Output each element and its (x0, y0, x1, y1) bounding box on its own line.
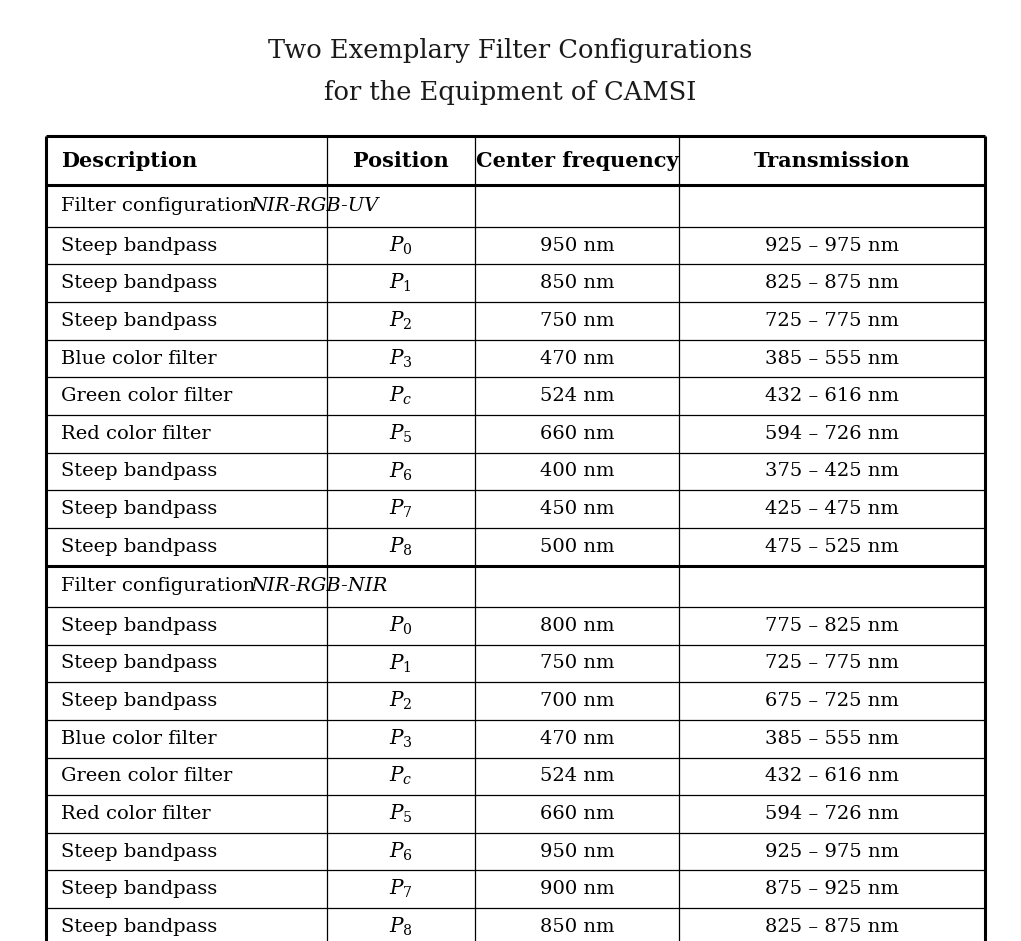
Text: $P_0$: $P_0$ (389, 614, 412, 637)
Text: Position: Position (353, 151, 448, 171)
Text: $P_8$: $P_8$ (389, 916, 412, 938)
Text: 500 nm: 500 nm (540, 537, 614, 556)
Text: Steep bandpass: Steep bandpass (61, 880, 217, 899)
Text: $P_6$: $P_6$ (389, 840, 412, 863)
Text: 825 – 875 nm: 825 – 875 nm (765, 917, 900, 936)
Text: 925 – 975 nm: 925 – 975 nm (765, 236, 900, 255)
Text: 375 – 425 nm: 375 – 425 nm (765, 462, 900, 481)
Text: Steep bandpass: Steep bandpass (61, 462, 217, 481)
Text: 825 – 875 nm: 825 – 875 nm (765, 274, 900, 293)
Text: $P_8$: $P_8$ (389, 535, 412, 558)
Text: Filter configuration: Filter configuration (61, 197, 261, 215)
Text: Red color filter: Red color filter (61, 424, 211, 443)
Text: 594 – 726 nm: 594 – 726 nm (765, 805, 900, 823)
Text: $P_c$: $P_c$ (389, 765, 412, 788)
Text: Filter configuration: Filter configuration (61, 577, 261, 596)
Text: $P_1$: $P_1$ (389, 272, 412, 295)
Text: 675 – 725 nm: 675 – 725 nm (765, 692, 900, 710)
Text: 900 nm: 900 nm (539, 880, 615, 899)
Text: Center frequency: Center frequency (476, 151, 678, 171)
Text: 950 nm: 950 nm (539, 236, 615, 255)
Text: 725 – 775 nm: 725 – 775 nm (765, 311, 900, 330)
Text: 700 nm: 700 nm (540, 692, 614, 710)
Text: Green color filter: Green color filter (61, 387, 233, 406)
Text: $P_3$: $P_3$ (389, 727, 412, 750)
Text: 425 – 475 nm: 425 – 475 nm (765, 500, 900, 518)
Text: Steep bandpass: Steep bandpass (61, 616, 217, 635)
Text: Two Exemplary Filter Configurations: Two Exemplary Filter Configurations (269, 38, 752, 63)
Text: 850 nm: 850 nm (540, 274, 614, 293)
Text: 660 nm: 660 nm (540, 805, 614, 823)
Text: 875 – 925 nm: 875 – 925 nm (765, 880, 900, 899)
Text: $P_0$: $P_0$ (389, 234, 412, 257)
Text: 925 – 975 nm: 925 – 975 nm (765, 842, 900, 861)
Text: $P_5$: $P_5$ (389, 423, 412, 445)
Text: 950 nm: 950 nm (539, 842, 615, 861)
Text: 524 nm: 524 nm (540, 387, 614, 406)
Text: 800 nm: 800 nm (540, 616, 614, 635)
Text: 400 nm: 400 nm (540, 462, 614, 481)
Text: $P_c$: $P_c$ (389, 385, 412, 407)
Text: $P_2$: $P_2$ (389, 310, 412, 332)
Text: Steep bandpass: Steep bandpass (61, 500, 217, 518)
Text: for the Equipment of CAMSI: for the Equipment of CAMSI (325, 80, 696, 105)
Text: Blue color filter: Blue color filter (61, 349, 216, 368)
Text: 475 – 525 nm: 475 – 525 nm (765, 537, 900, 556)
Text: 470 nm: 470 nm (540, 729, 614, 748)
Text: Transmission: Transmission (753, 151, 911, 171)
Text: NIR-RGB-UV: NIR-RGB-UV (250, 197, 378, 215)
Text: Steep bandpass: Steep bandpass (61, 236, 217, 255)
Text: 850 nm: 850 nm (540, 917, 614, 936)
Text: Steep bandpass: Steep bandpass (61, 692, 217, 710)
Text: $P_2$: $P_2$ (389, 690, 412, 712)
Text: $P_7$: $P_7$ (389, 878, 412, 901)
Text: 725 – 775 nm: 725 – 775 nm (765, 654, 900, 673)
Text: Steep bandpass: Steep bandpass (61, 842, 217, 861)
Text: 385 – 555 nm: 385 – 555 nm (765, 349, 900, 368)
Text: 660 nm: 660 nm (540, 424, 614, 443)
Text: Description: Description (61, 151, 197, 171)
Text: 594 – 726 nm: 594 – 726 nm (765, 424, 900, 443)
Text: Steep bandpass: Steep bandpass (61, 274, 217, 293)
Text: 432 – 616 nm: 432 – 616 nm (765, 767, 900, 786)
Text: NIR-RGB-NIR: NIR-RGB-NIR (250, 577, 387, 596)
Text: 524 nm: 524 nm (540, 767, 614, 786)
Text: 775 – 825 nm: 775 – 825 nm (765, 616, 900, 635)
Text: 432 – 616 nm: 432 – 616 nm (765, 387, 900, 406)
Text: $P_7$: $P_7$ (389, 498, 412, 520)
Text: $P_6$: $P_6$ (389, 460, 412, 483)
Text: 470 nm: 470 nm (540, 349, 614, 368)
Text: Steep bandpass: Steep bandpass (61, 311, 217, 330)
Text: 750 nm: 750 nm (540, 654, 614, 673)
Text: Green color filter: Green color filter (61, 767, 233, 786)
Text: $P_5$: $P_5$ (389, 803, 412, 825)
Text: Steep bandpass: Steep bandpass (61, 917, 217, 936)
Text: Steep bandpass: Steep bandpass (61, 654, 217, 673)
Text: 450 nm: 450 nm (540, 500, 614, 518)
Text: Blue color filter: Blue color filter (61, 729, 216, 748)
Text: $P_1$: $P_1$ (389, 652, 412, 675)
Text: 385 – 555 nm: 385 – 555 nm (765, 729, 900, 748)
Text: $P_3$: $P_3$ (389, 347, 412, 370)
Text: Steep bandpass: Steep bandpass (61, 537, 217, 556)
Text: Red color filter: Red color filter (61, 805, 211, 823)
Text: 750 nm: 750 nm (540, 311, 614, 330)
